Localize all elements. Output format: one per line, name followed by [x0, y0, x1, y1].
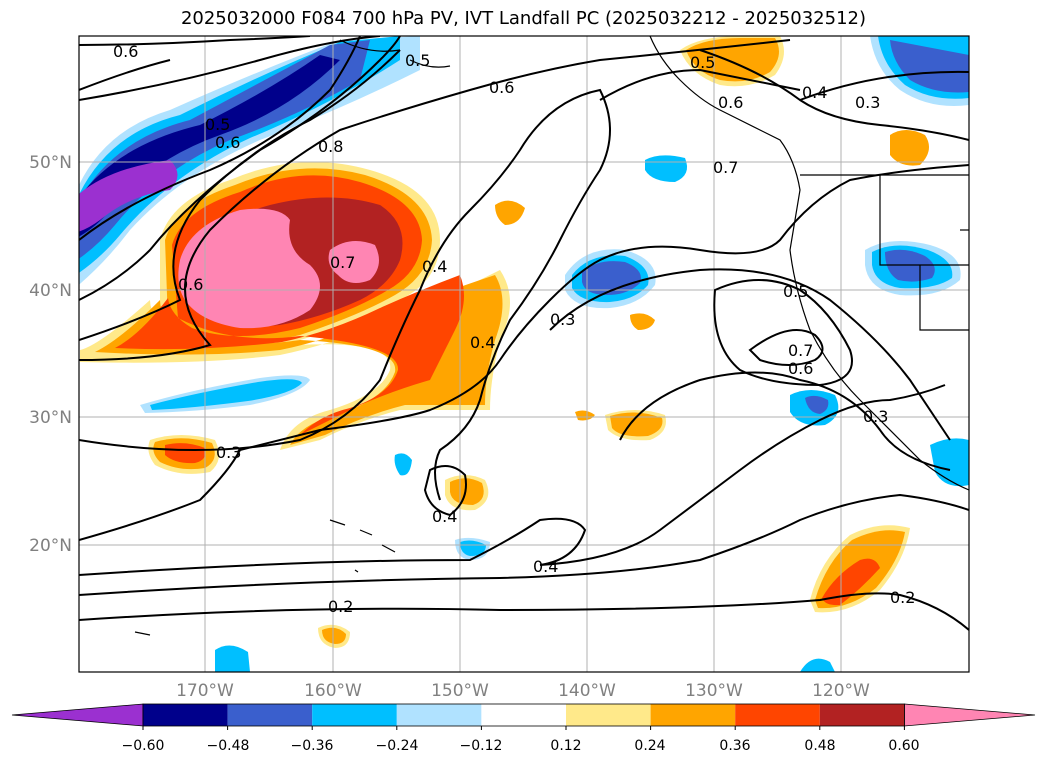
contour-label: 0.7: [713, 158, 738, 177]
coastlines: [134, 35, 970, 636]
lon-label-170w: 170°W: [176, 681, 234, 701]
colorbar-tick-label: 0.12: [550, 738, 581, 754]
contour-label: 0.5: [405, 51, 430, 70]
shaded-field: [79, 36, 969, 672]
colorbar-tick-label: −0.12: [460, 738, 503, 754]
lon-label-160w: 160°W: [304, 681, 362, 701]
colorbar-segment: [566, 704, 651, 726]
contour-label: 0.4: [802, 83, 827, 102]
colorbar-segment: [312, 704, 397, 726]
colorbar-tick-label: −0.36: [291, 738, 334, 754]
lon-label-140w: 140°W: [558, 681, 616, 701]
contour-label: 0.4: [422, 257, 447, 276]
latitude-labels: 50°N 40°N 30°N 20°N: [29, 153, 72, 556]
gridlines: [79, 36, 969, 672]
lon-label-130w: 130°W: [685, 681, 743, 701]
contour-label: 0.6: [113, 42, 138, 61]
contour-label: 0.7: [330, 253, 355, 272]
contour-label: 0.5: [783, 282, 808, 301]
contour-label-group: 0.6 0.5 0.6 0.7 0.6 0.8 0.5 0.6 0.4 0.3 …: [113, 42, 915, 616]
colorbar-tick-label: 0.36: [719, 738, 750, 754]
lat-label-20n: 20°N: [29, 536, 72, 556]
colorbar-segment: [11, 703, 144, 727]
colorbar-segment: [819, 704, 905, 726]
colorbar-segment: [735, 704, 820, 726]
contour-label: 0.6: [489, 78, 514, 97]
colorbar-segments: [11, 703, 1036, 730]
colorbar-segment: [904, 703, 1036, 727]
contour-label: 0.6: [718, 93, 743, 112]
contour-label: 0.5: [690, 53, 715, 72]
contour-label: 0.3: [855, 93, 880, 112]
colorbar-segment: [481, 704, 566, 726]
colorbar-tick-label: −0.48: [207, 738, 250, 754]
lat-label-30n: 30°N: [29, 408, 72, 428]
map-frame: [78, 35, 970, 673]
colorbar-tick-label: 0.48: [804, 738, 835, 754]
contour-label: 0.4: [470, 333, 495, 352]
contour-label: 0.4: [533, 557, 558, 576]
contour-label: 0.5: [205, 115, 230, 134]
colorbar-frame: [142, 703, 905, 727]
contour-label: 0.4: [432, 507, 457, 526]
colorbar-tick-label: 0.60: [888, 738, 919, 754]
contour-lines: [79, 36, 969, 631]
colorbar-tick-label: −0.60: [122, 738, 165, 754]
contour-label: 0.2: [328, 597, 353, 616]
contour-label: 0.3: [216, 443, 241, 462]
colorbar-segment: [143, 704, 228, 726]
contour-label: 0.6: [178, 275, 203, 294]
lat-label-50n: 50°N: [29, 153, 72, 173]
colorbar-tick-label: −0.24: [376, 738, 419, 754]
contour-label: 0.3: [863, 407, 888, 426]
colorbar-segment: [227, 704, 313, 726]
contour-label: 0.8: [318, 137, 343, 156]
colorbar-segment: [650, 704, 736, 726]
colorbar-ticks: −0.60 −0.48 −0.36 −0.24 −0.12 0.12 0.24 …: [122, 738, 920, 754]
longitude-labels: 170°W 160°W 150°W 140°W 130°W 120°W: [176, 681, 870, 701]
map-title: 2025032000 F084 700 hPa PV, IVT Landfall…: [180, 8, 867, 29]
lon-label-150w: 150°W: [431, 681, 489, 701]
contour-label: 0.7: [788, 341, 813, 360]
colorbar-segment: [396, 704, 482, 726]
colorbar: −0.60 −0.48 −0.36 −0.24 −0.12 0.12 0.24 …: [11, 703, 1036, 754]
lat-label-40n: 40°N: [29, 281, 72, 301]
lon-label-120w: 120°W: [812, 681, 870, 701]
contour-label: 0.3: [550, 310, 575, 329]
contour-label: 0.6: [215, 133, 240, 152]
colorbar-tick-label: 0.24: [634, 738, 665, 754]
contour-label: 0.2: [890, 588, 915, 607]
contour-label: 0.6: [788, 359, 813, 378]
